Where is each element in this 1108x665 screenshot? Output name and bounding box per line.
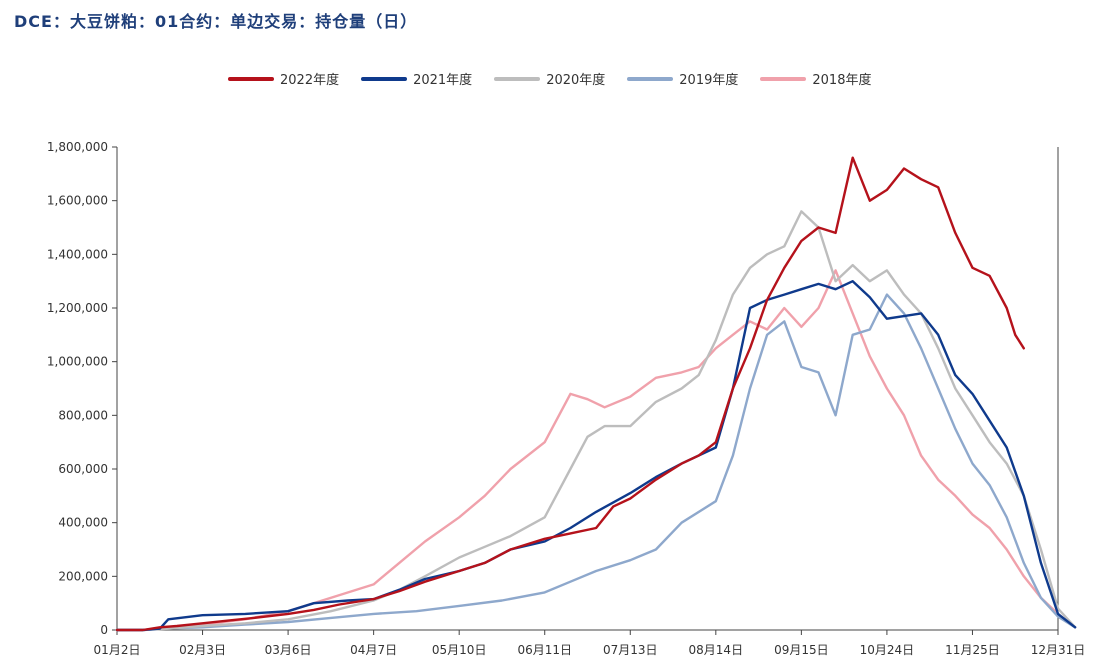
y-tick-label: 0: [100, 623, 108, 637]
y-tick-label: 1,400,000: [47, 247, 108, 261]
x-tick-label: 12月31日: [1031, 643, 1086, 657]
y-tick-label: 1,800,000: [47, 140, 108, 154]
legend-label: 2018年度: [812, 73, 872, 88]
y-tick-label: 400,000: [58, 516, 108, 530]
x-tick-label: 10月24日: [860, 643, 915, 657]
series-line-2018年度: [115, 269, 1077, 632]
x-tick-label: 08月14日: [689, 643, 744, 657]
legend-item: 2021年度: [361, 69, 472, 88]
legend-swatch: [627, 76, 674, 81]
series-line-2021年度: [115, 280, 1077, 632]
series-line-2019年度: [115, 293, 1077, 632]
legend-label: 2022年度: [280, 73, 340, 88]
y-tick-label: 1,200,000: [47, 301, 108, 315]
x-tick-label: 04月7日: [350, 643, 397, 657]
y-tick-label: 600,000: [58, 462, 108, 476]
legend-label: 2019年度: [679, 73, 739, 88]
y-tick-label: 1,600,000: [47, 194, 108, 208]
legend-item: 2019年度: [627, 69, 738, 88]
x-tick-label: 02月3日: [179, 643, 226, 657]
x-tick-label: 06月11日: [517, 643, 572, 657]
legend-item: 2020年度: [494, 69, 605, 88]
series-line-2022年度: [115, 156, 1025, 632]
legend-item: 2018年度: [760, 69, 871, 88]
legend-label: 2020年度: [546, 73, 606, 88]
x-tick-label: 01月2日: [94, 643, 141, 657]
series-line-2020年度: [115, 210, 1077, 632]
y-tick-label: 1,000,000: [47, 355, 108, 369]
legend-label: 2021年度: [413, 73, 473, 88]
x-tick-label: 11月25日: [945, 643, 1000, 657]
legend-swatch: [361, 76, 408, 81]
x-tick-label: 05月10日: [432, 643, 487, 657]
legend-swatch: [494, 76, 541, 81]
y-tick-label: 200,000: [58, 569, 108, 583]
legend-item: 2022年度: [228, 69, 339, 88]
chart-title: DCE：大豆饼粕：01合约：单边交易：持仓量（日）: [14, 12, 418, 31]
legend: 2022年度 2021年度 2020年度 2019年度 2018年度: [228, 69, 871, 88]
legend-swatch: [760, 76, 807, 81]
x-tick-label: 03月6日: [265, 643, 312, 657]
legend-swatch: [228, 76, 274, 81]
x-tick-label: 07月13日: [603, 643, 658, 657]
x-tick-label: 09月15日: [774, 643, 829, 657]
y-tick-label: 800,000: [58, 408, 108, 422]
